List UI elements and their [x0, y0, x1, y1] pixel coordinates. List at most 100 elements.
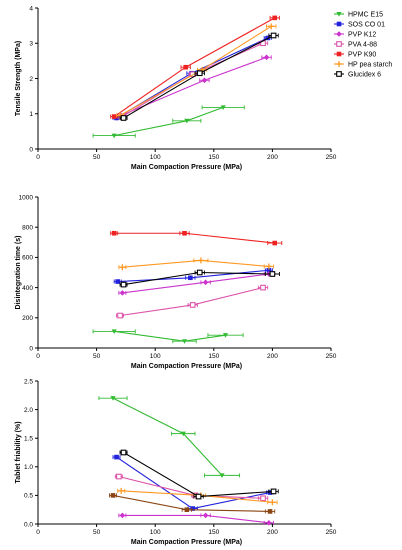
- data-point: [189, 302, 196, 308]
- x-tick-label: 100: [150, 353, 161, 360]
- legend-label: PVP K90: [348, 52, 376, 59]
- data-point: [119, 290, 126, 296]
- data-point: [220, 105, 226, 111]
- data-point: [181, 339, 188, 344]
- data-point: [188, 275, 193, 281]
- legend-marker: [336, 41, 342, 47]
- data-point: [201, 77, 208, 84]
- y-tick-label: 3: [29, 41, 33, 48]
- series-line: [122, 514, 269, 524]
- x-tick-label: 200: [267, 529, 278, 536]
- series-line: [123, 452, 274, 498]
- series-hpmc-e15: [92, 105, 245, 139]
- y-tick-label: 4: [29, 5, 33, 12]
- y-tick-label: 2.5: [24, 378, 33, 385]
- y-tick-label: 2.0: [24, 407, 33, 414]
- legend: HPMC E15 SOS CO 01 PVP K12 PVA 4-88 PVP K90 H…: [334, 12, 392, 79]
- x-tick-label: 150: [208, 154, 219, 161]
- y-tick-label: 600: [22, 255, 33, 262]
- y-axis-title: Disintegration time (s): [15, 236, 22, 310]
- data-point: [180, 431, 186, 437]
- legend-label: HPMC E15: [348, 12, 383, 19]
- series-line: [114, 232, 275, 244]
- series-sos-co-01: [112, 454, 275, 511]
- data-point: [184, 118, 190, 124]
- series-pva-4-88: [116, 284, 269, 319]
- data-point: [119, 512, 126, 519]
- y-tick-label: 800: [22, 225, 33, 232]
- data-point: [266, 520, 272, 526]
- data-point: [269, 271, 276, 277]
- data-point: [120, 449, 127, 456]
- series-pvp-k12: [118, 271, 275, 296]
- data-point: [190, 506, 196, 511]
- series-glucidex-6: [119, 449, 279, 500]
- data-point: [183, 64, 188, 70]
- x-axis-title: Main Compaction Pressure (MPa): [131, 164, 242, 171]
- data-point: [267, 509, 273, 514]
- legend-label: HP pea starch: [348, 62, 392, 69]
- data-point: [272, 15, 278, 21]
- data-point: [266, 267, 272, 273]
- series-pvp-k12: [117, 54, 272, 119]
- data-point: [270, 488, 277, 495]
- data-point: [196, 70, 203, 77]
- data-point: [195, 493, 202, 500]
- legend-marker: [336, 51, 342, 57]
- y-tick-label: 0: [29, 345, 33, 352]
- legend-label: PVP K12: [348, 32, 376, 39]
- series-sos-co-01: [113, 267, 273, 284]
- legend-item-pva-4-88: PVA 4-88: [334, 41, 377, 49]
- series-line: [117, 269, 269, 283]
- legend-item-sos-co-01: SOS CO 01: [334, 22, 385, 29]
- series-pvp-k90: [109, 493, 276, 514]
- legend-item-hp-pea-starch: HP pea starch: [334, 61, 392, 69]
- x-tick-label: 250: [326, 529, 337, 536]
- data-point: [202, 279, 209, 286]
- x-tick-label: 50: [93, 154, 101, 161]
- x-tick-label: 250: [326, 154, 337, 161]
- data-point: [111, 329, 117, 334]
- data-point: [120, 281, 127, 288]
- x-axis-title: Main Compaction Pressure (MPa): [131, 539, 242, 546]
- legend-item-pvp-k90: PVP K90: [334, 52, 376, 59]
- series-line: [112, 397, 223, 476]
- data-point: [197, 257, 204, 264]
- legend-marker: [336, 31, 342, 37]
- chart-tensile-strength: 0 50 100 150 200 250 0 1 2 3 4 Main Compaction Pres…: [15, 5, 337, 171]
- data-point: [119, 264, 126, 271]
- y-tick-label: 200: [22, 315, 33, 322]
- x-tick-label: 0: [36, 529, 40, 536]
- legend-marker: [336, 61, 342, 67]
- x-tick-label: 50: [93, 529, 101, 536]
- series-glucidex-6: [119, 269, 280, 288]
- legend-label: Glucidex 6: [348, 72, 381, 79]
- data-point: [272, 240, 278, 246]
- series-pvp-k90: [110, 15, 280, 119]
- series-hp-pea-starch: [118, 257, 275, 271]
- x-tick-label: 250: [326, 353, 337, 360]
- data-point: [114, 115, 119, 121]
- x-tick-label: 100: [150, 154, 161, 161]
- y-tick-label: 0.0: [24, 521, 33, 528]
- data-point: [182, 230, 187, 236]
- legend-item-pvp-k12: PVP K12: [334, 31, 376, 39]
- y-tick-label: 1.0: [24, 464, 33, 471]
- y-tick-label: 1.5: [24, 436, 33, 443]
- x-tick-label: 0: [36, 353, 40, 360]
- data-point: [120, 115, 127, 121]
- data-point: [268, 23, 275, 30]
- data-point: [222, 333, 229, 338]
- y-tick-label: 1000: [19, 194, 34, 201]
- x-tick-label: 100: [150, 529, 161, 536]
- data-point: [260, 495, 266, 502]
- data-point: [111, 230, 117, 236]
- legend-item-hpmc-e15: HPMC E15: [334, 12, 383, 19]
- series-line: [114, 330, 226, 342]
- series-glucidex-6: [119, 32, 279, 121]
- series-pvp-k12: [118, 512, 275, 526]
- data-point: [270, 32, 277, 39]
- series-line: [119, 287, 264, 317]
- data-point: [269, 499, 276, 506]
